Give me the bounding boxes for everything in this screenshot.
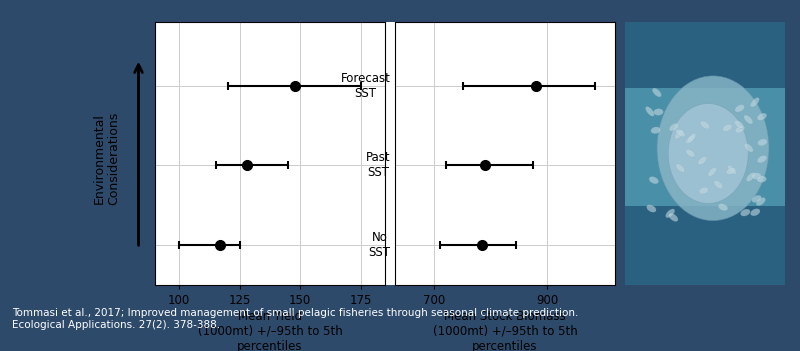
Ellipse shape (742, 194, 751, 201)
Ellipse shape (688, 207, 698, 214)
Ellipse shape (646, 101, 655, 109)
Ellipse shape (656, 177, 665, 185)
Ellipse shape (753, 113, 762, 120)
Ellipse shape (698, 205, 707, 213)
Text: Environmental
Considerations: Environmental Considerations (92, 112, 120, 205)
Ellipse shape (739, 84, 748, 92)
Ellipse shape (711, 199, 721, 207)
Ellipse shape (724, 202, 733, 211)
Ellipse shape (704, 163, 713, 172)
Ellipse shape (718, 86, 727, 94)
Ellipse shape (693, 92, 702, 98)
Ellipse shape (738, 200, 746, 210)
Ellipse shape (662, 191, 672, 198)
Ellipse shape (685, 176, 694, 183)
Ellipse shape (668, 104, 748, 204)
Ellipse shape (721, 159, 730, 168)
Ellipse shape (727, 170, 737, 176)
Ellipse shape (723, 170, 733, 177)
Ellipse shape (734, 135, 743, 144)
Ellipse shape (713, 114, 722, 122)
X-axis label: Mean Yield
(1000mt) +/–95th to 5th
percentiles: Mean Yield (1000mt) +/–95th to 5th perce… (198, 310, 342, 351)
Ellipse shape (671, 167, 681, 175)
Ellipse shape (688, 154, 698, 161)
Ellipse shape (742, 184, 752, 192)
Ellipse shape (693, 112, 702, 119)
Bar (625, 88, 785, 206)
Ellipse shape (694, 150, 703, 157)
Ellipse shape (662, 171, 672, 178)
Ellipse shape (700, 91, 710, 100)
Ellipse shape (651, 112, 661, 119)
Ellipse shape (693, 95, 702, 104)
Ellipse shape (754, 189, 763, 196)
Ellipse shape (690, 133, 699, 139)
Ellipse shape (660, 206, 669, 214)
Ellipse shape (750, 112, 758, 121)
Ellipse shape (651, 85, 660, 92)
Ellipse shape (752, 191, 762, 200)
Ellipse shape (754, 158, 762, 165)
Text: Past
SST: Past SST (366, 151, 390, 179)
Ellipse shape (657, 76, 769, 220)
Ellipse shape (686, 138, 694, 147)
Text: Tommasi et al., 2017; Improved management of small pelagic fisheries through sea: Tommasi et al., 2017; Improved managemen… (12, 308, 578, 330)
X-axis label: Mean Stock Biomass
(1000mt) +/–95th to 5th
percentiles: Mean Stock Biomass (1000mt) +/–95th to 5… (433, 310, 578, 351)
Ellipse shape (666, 96, 674, 105)
Ellipse shape (730, 100, 739, 107)
Text: Forecast
SST: Forecast SST (341, 72, 390, 100)
Ellipse shape (706, 212, 715, 218)
Text: No
SST: No SST (369, 231, 390, 259)
